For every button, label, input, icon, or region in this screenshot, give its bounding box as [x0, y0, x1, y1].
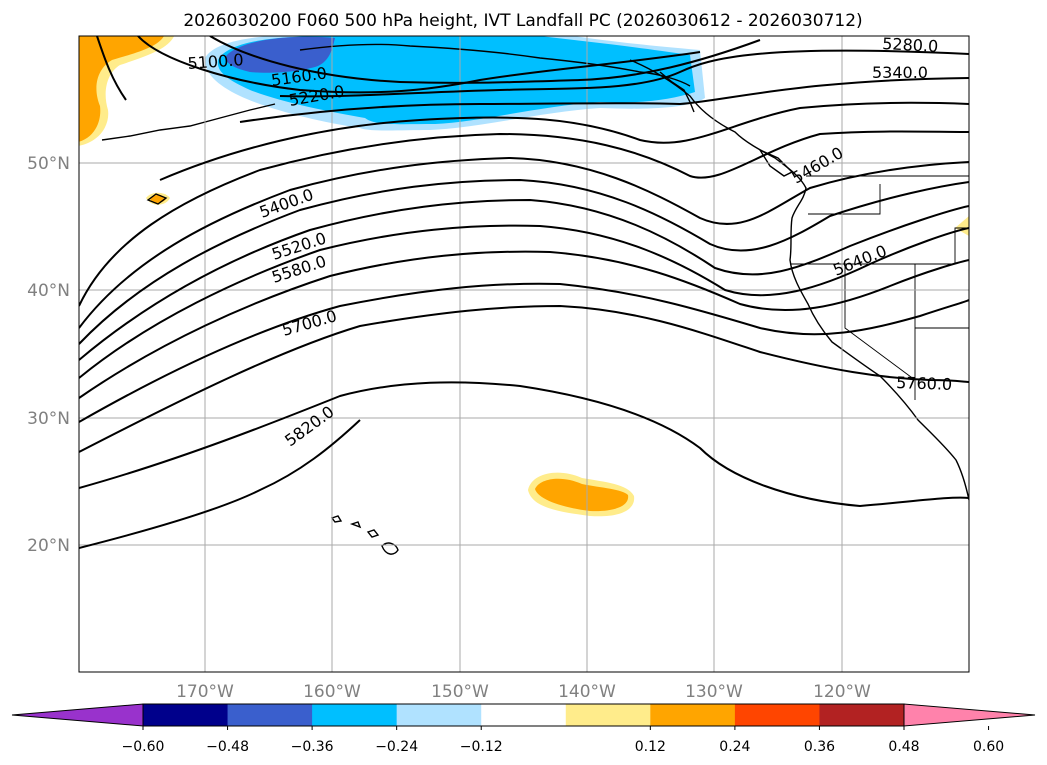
lon-label: 160°W: [303, 682, 361, 702]
contour-line: [79, 130, 969, 307]
contour-line: [79, 282, 969, 423]
contour-line: [239, 77, 969, 123]
contour-label: 5340.0: [872, 63, 928, 82]
contour-line: [79, 156, 969, 329]
contour-line: [79, 224, 969, 379]
hawaii-oahu: [349, 521, 362, 529]
colorbar-ticks: −0.60 −0.48 −0.36 −0.24 −0.12 0.12 0.24 0.36 0.4…: [122, 726, 1004, 755]
map-frame: [78, 35, 970, 673]
ca-nv-border: [844, 264, 916, 381]
colorbar-tick-label: 0.12: [635, 739, 666, 755]
north-america-coastline: [629, 59, 969, 501]
lat-label: 20°N: [27, 536, 70, 556]
contour-line: [79, 304, 969, 453]
colorbar-segment: [396, 704, 482, 726]
hawaii-big-island: [381, 542, 399, 555]
contour-label: 5100.0: [187, 50, 244, 73]
contour-label: 5280.0: [882, 34, 939, 56]
map-panel: 5100.0 5160.0 5220.0 5280.0 5340.0 5400.…: [27, 34, 970, 702]
lat-label: 40°N: [27, 281, 70, 301]
contour-label: 5760.0: [896, 373, 953, 394]
ivt-positive-gulf-core: [79, 36, 164, 142]
colorbar-tick-label: 0.24: [719, 739, 750, 755]
colorbar-segment: [734, 704, 820, 726]
contour-line: [209, 36, 761, 84]
wa-or-border: [808, 184, 881, 215]
colorbar-segments: [12, 704, 1035, 726]
colorbar-tick-label: 0.36: [804, 739, 835, 755]
colorbar-tick-label: −0.48: [206, 739, 249, 755]
colorbar-tick-label: −0.24: [375, 739, 418, 755]
contour-line: [79, 178, 969, 345]
colorbar-tick-label: 0.60: [973, 739, 1004, 755]
aleutian-islands: [101, 103, 276, 141]
lat-label: 30°N: [27, 409, 70, 429]
colorbar-segment: [819, 704, 905, 726]
contour-line: [79, 419, 361, 549]
latitude-labels: 50°N 40°N 30°N 20°N: [27, 154, 70, 556]
ivt-positive-pacific-core: [535, 478, 629, 512]
colorbar-extend-max: [904, 704, 1035, 726]
colorbar-segment: [312, 704, 398, 726]
colorbar-segment: [481, 704, 567, 726]
colorbar-tick-label: −0.12: [460, 739, 503, 755]
colorbar-segment: [143, 704, 229, 726]
ivt-positive-east-patch: [955, 216, 969, 236]
lat-label: 50°N: [27, 154, 70, 174]
ivt-negative-strong-region: [225, 36, 335, 73]
colorbar-tick-label: −0.60: [122, 739, 165, 755]
hawaii-maui: [366, 529, 380, 538]
ivt-negative-medium-region: [217, 36, 695, 125]
lon-label: 130°W: [685, 682, 743, 702]
hawaii-kauai: [330, 515, 343, 523]
contour-line: [79, 250, 969, 399]
colorbar-extend-min: [12, 704, 143, 726]
lon-label: 150°W: [431, 682, 489, 702]
contour-line: [96, 36, 127, 101]
colorbar-segment: [227, 704, 313, 726]
contour-line: [159, 101, 969, 181]
lon-label: 120°W: [813, 682, 871, 702]
height-contours: [79, 36, 969, 549]
map-background: [79, 36, 969, 672]
graticule: [79, 36, 969, 672]
colorbar-segment: [650, 704, 736, 726]
colorbar-segment: [565, 704, 651, 726]
colorbar-tick-label: −0.36: [291, 739, 334, 755]
contour-line: [279, 49, 969, 98]
colorbar-tick-label: 0.48: [888, 739, 919, 755]
gulf-island-outline: [146, 193, 168, 205]
political-borders: [790, 175, 969, 400]
longitude-labels: 170°W 160°W 150°W 140°W 130°W 120°W: [176, 682, 871, 702]
lon-label: 140°W: [558, 682, 616, 702]
contour-line: [79, 381, 969, 508]
lon-label: 170°W: [176, 682, 234, 702]
or-ca-border: [790, 227, 969, 265]
figure-title: 2026030200 F060 500 hPa height, IVT Land…: [183, 11, 862, 31]
contour-line: [137, 36, 701, 94]
contour-line: [79, 198, 969, 361]
colorbar-frame: [142, 703, 905, 727]
alexander-archipelago: [659, 71, 695, 113]
colorbar: −0.60 −0.48 −0.36 −0.24 −0.12 0.12 0.24 0.36 0.4…: [11, 703, 1036, 755]
